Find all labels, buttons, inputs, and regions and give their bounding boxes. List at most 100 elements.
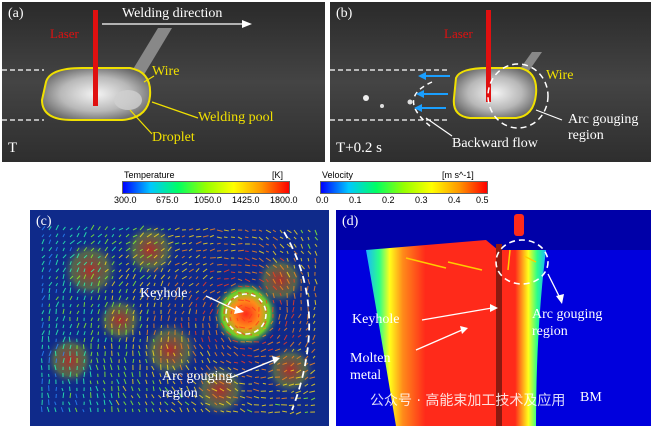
temperature-tick: 1800.0 [270,195,298,205]
velocity-vector [55,386,58,392]
velocity-vector [309,376,316,379]
velocity-vector [293,271,297,278]
velocity-vector [233,381,239,385]
velocity-vector [180,359,183,364]
velocity-vector [117,385,120,392]
velocity-vector [205,365,211,371]
velocity-vector [181,242,187,245]
velocity-vector [46,406,50,413]
velocity-vector [102,380,106,385]
velocity-vector [216,296,221,301]
velocity-vector [181,275,187,280]
velocity-vector [97,331,100,336]
velocity-vector [132,288,137,294]
velocity-vector [268,411,274,414]
velocity-vector [209,302,213,308]
velocity-vector [272,278,277,284]
velocity-vector [61,387,64,392]
velocity-vector [174,282,179,287]
velocity-vector [111,316,115,322]
velocity-vector [118,227,124,231]
velocity-vector [145,351,148,357]
velocity-vector [209,228,216,231]
velocity-vector [289,411,295,415]
velocity-vector [153,248,158,252]
velocity-vector [216,277,221,280]
velocity-vector [247,402,253,406]
velocity-vector [90,359,93,364]
velocity-vector [62,308,65,315]
panel-a-time: T [8,140,18,156]
velocity-vector [311,383,316,387]
velocity-vector [90,234,95,238]
velocity-vector [76,232,80,238]
velocity-vector [288,404,295,407]
velocity-vector [97,287,100,294]
velocity-vector [286,278,290,285]
velocity-vector [269,334,274,339]
velocity-vector [62,336,66,343]
velocity-vector [76,261,81,266]
velocity-vector [55,240,59,245]
velocity-vector [138,387,141,392]
velocity-vector [47,336,50,343]
velocity-vector [48,239,52,245]
velocity-vector [260,376,267,379]
velocity-vector [181,249,188,252]
velocity-vector [146,268,150,273]
velocity-vector [202,249,208,252]
velocity-vector [172,365,176,371]
velocity-vector [195,303,198,308]
velocity-vector [282,383,288,386]
velocity-vector [103,393,106,399]
velocity-vector [164,401,169,406]
laser-label-b: Laser [444,26,473,41]
velocity-vector [251,306,257,312]
velocity-vector [153,254,158,259]
velocity-vector [296,355,302,360]
velocity-vector [276,334,281,339]
velocity-vector [125,351,128,357]
velocity-vector [62,315,66,322]
velocity-vector [139,323,143,329]
velocity-vector [291,348,295,352]
velocity-vector [200,373,204,378]
velocity-vector [244,271,251,274]
velocity-vector [312,313,316,318]
velocity-vector [167,260,172,266]
velocity-vector [146,233,152,238]
velocity-vector [241,375,246,378]
velocity-vector [216,256,222,259]
velocity-vector [233,330,239,336]
velocity-vector [139,303,142,308]
velocity-vector [300,229,304,234]
velocity-vector [89,380,92,385]
velocity-vector [125,254,130,259]
velocity-vector [131,372,134,378]
velocity-vector [272,292,275,299]
velocity-vector [263,320,267,327]
velocity-vector [83,232,87,238]
velocity-vector [300,250,305,255]
velocity-vector [103,399,106,406]
velocity-vector [41,260,45,266]
velocity-vector [41,239,45,245]
velocity-vector [282,362,288,365]
velocity-vector [258,250,265,254]
velocity-vector [304,376,309,380]
velocity-vector [254,376,260,379]
velocity-vector [209,308,214,315]
velocity-vector [83,240,87,245]
temperature-vector-field [40,222,319,418]
velocity-vector [297,362,302,365]
velocity-vector [244,278,251,283]
velocity-vector [223,249,229,252]
velocity-vector [215,344,218,350]
velocity-vector [241,318,246,322]
velocity-vector [69,261,72,266]
velocity-vector [226,374,232,378]
velocity-vector [239,326,246,329]
velocity-vector [188,241,192,245]
velocity-vector [282,355,288,360]
velocity-vector [165,344,169,350]
